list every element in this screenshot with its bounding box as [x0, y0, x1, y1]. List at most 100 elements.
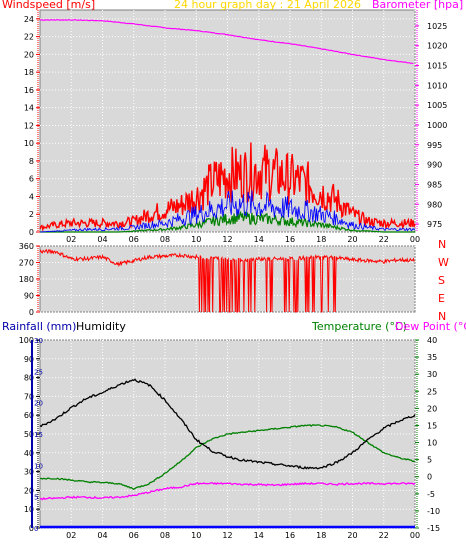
- barometer-line: [40, 19, 414, 65]
- dewpoint-axis-title: Dew Point (°C): [395, 320, 466, 333]
- time-tick-label: 04: [97, 235, 107, 244]
- time-tick-label: 18: [316, 235, 326, 244]
- chart-title: 24 hour graph day : 21 April 2026: [174, 0, 361, 11]
- rain-tick-label: 15: [34, 431, 43, 439]
- rain-tick-label: 10: [34, 462, 43, 470]
- right-tick-label: 1025: [427, 22, 447, 31]
- left-tick-label: 90: [24, 292, 34, 301]
- rainfall-axis-title: Rainfall (mm): [2, 320, 76, 333]
- time-tick-label: 20: [347, 235, 357, 244]
- left-tick-label: 14: [24, 104, 34, 113]
- right-tick-label: -15: [427, 524, 440, 533]
- left-tick-label: 10: [24, 139, 34, 148]
- rain-tick-label: 0: [34, 525, 38, 533]
- left-tick-label: 70: [24, 392, 34, 401]
- right-tick-label: -5: [427, 490, 435, 499]
- climate-series: [39, 378, 416, 529]
- direction-series: [39, 248, 415, 313]
- right-tick-label: 1020: [427, 42, 447, 51]
- compass-label: E: [438, 292, 445, 305]
- wind-direction-line: [39, 248, 415, 313]
- right-tick-label: 25: [427, 387, 437, 396]
- humidity-axis-title: Humidity: [76, 320, 126, 333]
- right-tick-label: 1005: [427, 101, 447, 110]
- left-tick-label: 0: [29, 308, 34, 317]
- right-tick-label: -10: [427, 507, 440, 516]
- right-tick-label: 40: [427, 336, 437, 345]
- rain-tick-label: 30: [34, 337, 43, 345]
- time-tick-label: 22: [379, 531, 389, 540]
- left-tick-label: 0: [29, 524, 34, 533]
- rain-tick-labels: 0 5 10 15 20 25 30: [31, 337, 43, 533]
- right-tick-label: 1015: [427, 62, 447, 71]
- time-tick-label: 06: [129, 531, 139, 540]
- compass-label: N: [438, 238, 446, 251]
- left-tick-label: 22: [24, 33, 34, 42]
- left-tick-label: 60: [24, 411, 34, 420]
- left-tick-label: 6: [29, 175, 34, 184]
- time-tick-label: 16: [285, 531, 295, 540]
- windspeed-axis-title: Windspeed [m/s]: [2, 0, 95, 11]
- left-tick-label: 24: [24, 15, 34, 24]
- rain-tick-label: 20: [34, 400, 43, 408]
- left-tick-label: 180: [19, 275, 34, 284]
- wind-grid: [40, 10, 416, 233]
- direction-tick-labels: 0 90 180 270 360: [19, 242, 40, 317]
- right-tick-label: 30: [427, 370, 437, 379]
- right-tick-label: 1000: [427, 121, 447, 130]
- left-tick-label: 12: [24, 121, 34, 130]
- left-tick-label: 0: [29, 228, 34, 237]
- time-tick-label: 04: [97, 531, 107, 540]
- right-tick-label: 980: [427, 200, 442, 209]
- time-tick-label: 16: [285, 235, 295, 244]
- wind-time-tick-labels: 02 04 06 08 10 12 14 16 18 20 22 00: [66, 235, 420, 244]
- time-tick-label: 02: [66, 235, 76, 244]
- time-tick-label: 00: [410, 235, 420, 244]
- time-tick-label: 10: [191, 531, 201, 540]
- time-tick-label: 22: [379, 235, 389, 244]
- right-tick-label: 1010: [427, 81, 447, 90]
- compass-label: W: [438, 256, 449, 269]
- humidity-line: [39, 378, 416, 470]
- left-tick-label: 30: [24, 468, 34, 477]
- time-tick-label: 02: [66, 531, 76, 540]
- time-tick-label: 18: [316, 531, 326, 540]
- left-tick-label: 20: [24, 486, 34, 495]
- time-tick-label: 14: [254, 531, 264, 540]
- rain-tick-label: 5: [34, 494, 38, 502]
- left-tick-label: 20: [24, 50, 34, 59]
- right-tick-label: 35: [427, 353, 437, 362]
- left-tick-label: 50: [24, 430, 34, 439]
- left-tick-label: 90: [24, 355, 34, 364]
- dewpoint-line: [39, 481, 416, 501]
- right-tick-label: 0: [427, 473, 432, 482]
- time-tick-label: 10: [191, 235, 201, 244]
- right-tick-label: 5: [427, 456, 432, 465]
- time-tick-label: 12: [222, 531, 232, 540]
- left-tick-label: 270: [19, 259, 34, 268]
- time-tick-label: 08: [160, 235, 170, 244]
- left-tick-label: 16: [24, 86, 34, 95]
- left-tick-label: 4: [29, 192, 34, 201]
- wind-average-line: [40, 190, 416, 233]
- temperature-line: [39, 424, 416, 491]
- temperature-tick-labels: -15 -10 -5 0 5 10 15 20 25 30 35 40: [415, 336, 440, 533]
- right-tick-label: 15: [427, 421, 437, 430]
- left-tick-label: 40: [24, 449, 34, 458]
- right-tick-label: 985: [427, 180, 442, 189]
- right-tick-label: 975: [427, 220, 442, 229]
- right-tick-label: 995: [427, 141, 442, 150]
- wind-series: [39, 19, 416, 233]
- left-tick-label: 100: [19, 336, 34, 345]
- wind-low-line: [40, 210, 415, 233]
- time-tick-label: 12: [222, 235, 232, 244]
- time-tick-label: 14: [254, 235, 264, 244]
- compass-label: S: [438, 274, 445, 287]
- temperature-axis-title: Temperature (°C): [311, 320, 407, 333]
- left-tick-label: 10: [24, 505, 34, 514]
- left-tick-label: 18: [24, 68, 34, 77]
